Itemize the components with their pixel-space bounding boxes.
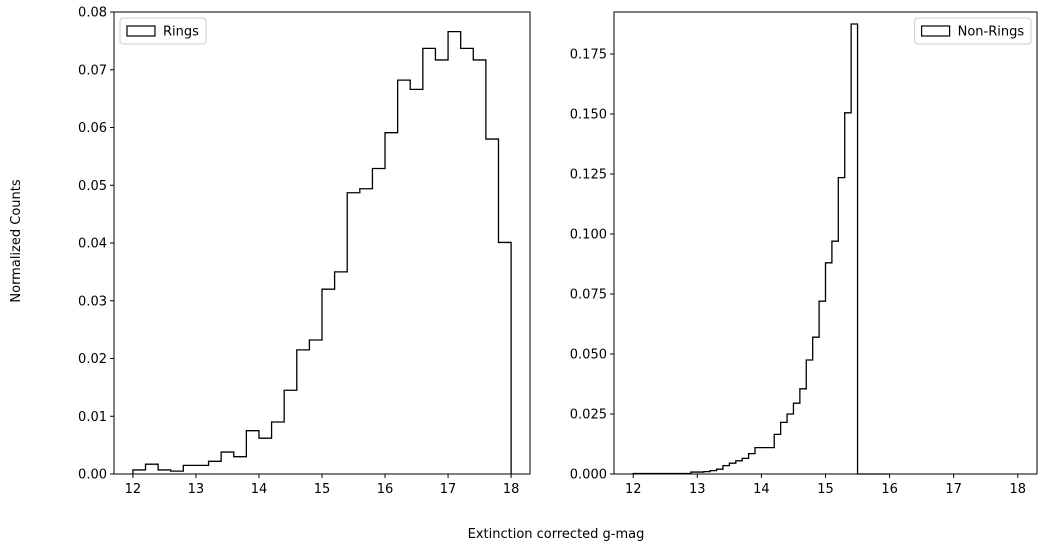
x-tick-label: 13 <box>689 482 706 497</box>
y-axis-title: Normalized Counts <box>9 179 24 302</box>
y-tick-label: 0.06 <box>78 121 107 136</box>
legend-box <box>914 17 1032 45</box>
y-tick-label: 0.03 <box>78 294 107 309</box>
y-tick-label: 0.02 <box>78 352 107 367</box>
legend: Rings <box>119 17 207 45</box>
y-tick-label: 0.08 <box>78 6 107 21</box>
rings-histogram-panel: 12 13 14 15 16 17 18 0.00 0.01 0.02 0.03 0.04 0.05 0.… <box>78 6 531 497</box>
y-tick-label: 0.150 <box>570 108 607 123</box>
x-tick-label: 14 <box>251 482 268 497</box>
legend: Non-Rings <box>914 17 1032 45</box>
y-tick-label: 0.100 <box>570 228 607 243</box>
legend-box <box>119 17 207 45</box>
y-tick-label: 0.075 <box>570 288 607 303</box>
y-tick-label: 0.01 <box>78 410 107 425</box>
non-rings-histogram-panel: 12 13 14 15 16 17 18 0.000 0.025 0.050 0.075 0.100 0… <box>570 11 1038 497</box>
histogram-step-line <box>632 23 890 475</box>
y-tick-label: 0.050 <box>570 348 607 363</box>
x-tick-label: 16 <box>377 482 394 497</box>
legend-label: Rings <box>163 25 199 40</box>
x-tick-label: 17 <box>440 482 457 497</box>
x-tick-label: 16 <box>881 482 898 497</box>
y-tick-label: 0.000 <box>570 468 607 483</box>
legend-swatch <box>920 25 951 37</box>
y-tick-label: 0.00 <box>78 468 107 483</box>
y-tick-label: 0.05 <box>78 179 107 194</box>
x-tick-label: 18 <box>503 482 520 497</box>
y-tick-label: 0.07 <box>78 63 107 78</box>
y-tick-label: 0.125 <box>570 168 607 183</box>
legend-label: Non-Rings <box>958 25 1025 40</box>
y-tick-label: 0.025 <box>570 408 607 423</box>
x-tick-label: 15 <box>314 482 331 497</box>
x-tick-label: 18 <box>1009 482 1026 497</box>
histogram-step-line <box>132 30 512 474</box>
x-axis-title: Extinction corrected g-mag <box>468 527 645 542</box>
legend-swatch <box>126 25 156 37</box>
x-tick-label: 14 <box>753 482 770 497</box>
x-tick-label: 13 <box>188 482 205 497</box>
x-tick-label: 12 <box>625 482 642 497</box>
x-tick-label: 15 <box>817 482 834 497</box>
x-tick-label: 17 <box>945 482 962 497</box>
y-tick-label: 0.175 <box>570 48 607 63</box>
y-tick-label: 0.04 <box>78 237 107 252</box>
x-tick-label: 12 <box>125 482 142 497</box>
